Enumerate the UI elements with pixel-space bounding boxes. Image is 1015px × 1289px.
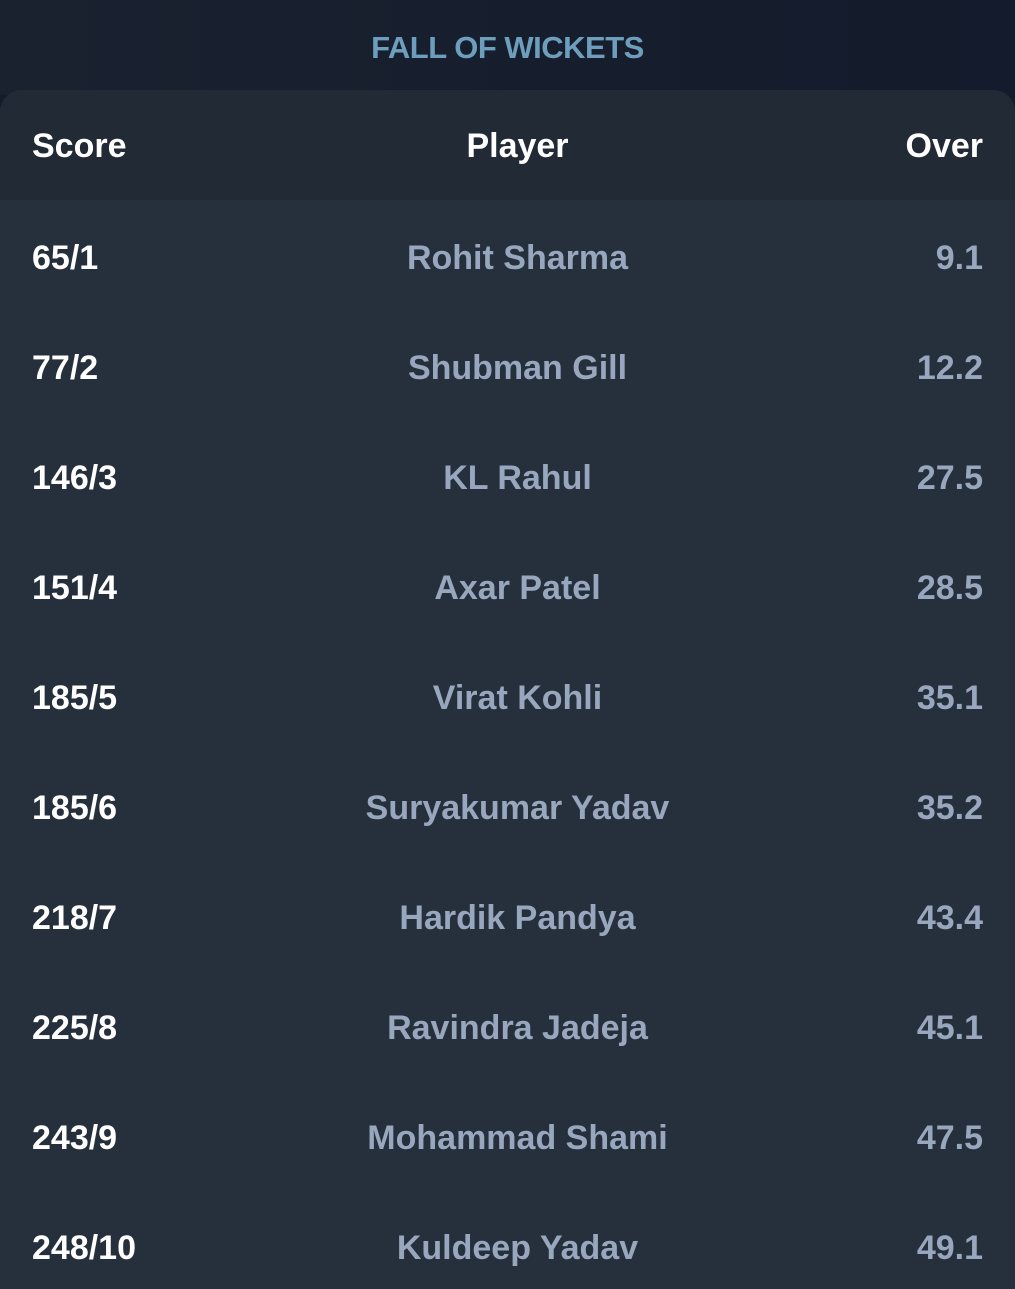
row-over: 28.5: [916, 569, 983, 607]
row-player: Ravindra Jadeja: [387, 1009, 648, 1047]
table-row: 65/1 Rohit Sharma 9.1: [0, 200, 1015, 310]
row-score: 65/1: [32, 239, 99, 277]
row-score: 77/2: [32, 349, 99, 387]
row-score: 151/4: [32, 569, 118, 607]
table-row: 248/10 Kuldeep Yadav 49.1: [0, 1190, 1015, 1289]
row-player: Shubman Gill: [407, 349, 628, 387]
row-over: 35.2: [916, 789, 983, 827]
table-row: 185/5 Virat Kohli 35.1: [0, 640, 1015, 750]
row-player: KL Rahul: [443, 459, 592, 497]
row-score: 225/8: [32, 1009, 118, 1047]
row-over: 35.1: [916, 679, 983, 717]
table-row: 225/8 Ravindra Jadeja 45.1: [0, 970, 1015, 1080]
fall-of-wickets-table: Score Player Over 65/1 Rohit Sharma 9.1 …: [0, 90, 1015, 1289]
row-over: 9.1: [935, 239, 983, 277]
row-over: 27.5: [916, 459, 983, 497]
table-header-row: Score Player Over: [0, 90, 1015, 200]
row-player: Suryakumar Yadav: [365, 789, 670, 827]
row-player: Mohammad Shami: [367, 1119, 668, 1157]
row-over: 43.4: [916, 899, 983, 937]
table-row: 77/2 Shubman Gill 12.2: [0, 310, 1015, 420]
row-score: 218/7: [32, 899, 118, 937]
row-player: Kuldeep Yadav: [396, 1229, 639, 1267]
row-player: Axar Patel: [434, 569, 601, 607]
row-score: 248/10: [32, 1229, 136, 1267]
table-row: 218/7 Hardik Pandya 43.4: [0, 860, 1015, 970]
row-score: 243/9: [32, 1119, 118, 1157]
row-over: 47.5: [916, 1119, 983, 1157]
table-row: 185/6 Suryakumar Yadav 35.2: [0, 750, 1015, 860]
column-header-score: Score: [32, 127, 127, 165]
row-player: Virat Kohli: [432, 679, 603, 717]
row-over: 45.1: [916, 1009, 983, 1047]
row-player: Hardik Pandya: [399, 899, 636, 937]
page-title: FALL OF WICKETS: [371, 30, 644, 65]
page-header: FALL OF WICKETS: [0, 0, 1015, 95]
table-row: 243/9 Mohammad Shami 47.5: [0, 1080, 1015, 1190]
column-header-over: Over: [905, 127, 984, 165]
row-score: 185/5: [32, 679, 118, 717]
row-player: Rohit Sharma: [406, 239, 629, 277]
table-row: 151/4 Axar Patel 28.5: [0, 530, 1015, 640]
row-over: 49.1: [916, 1229, 983, 1267]
row-score: 185/6: [32, 789, 118, 827]
table-body: 65/1 Rohit Sharma 9.1 77/2 Shubman Gill …: [0, 200, 1015, 1289]
row-over: 12.2: [916, 349, 983, 387]
column-header-player: Player: [466, 127, 569, 165]
row-score: 146/3: [32, 459, 118, 497]
table-row: 146/3 KL Rahul 27.5: [0, 420, 1015, 530]
